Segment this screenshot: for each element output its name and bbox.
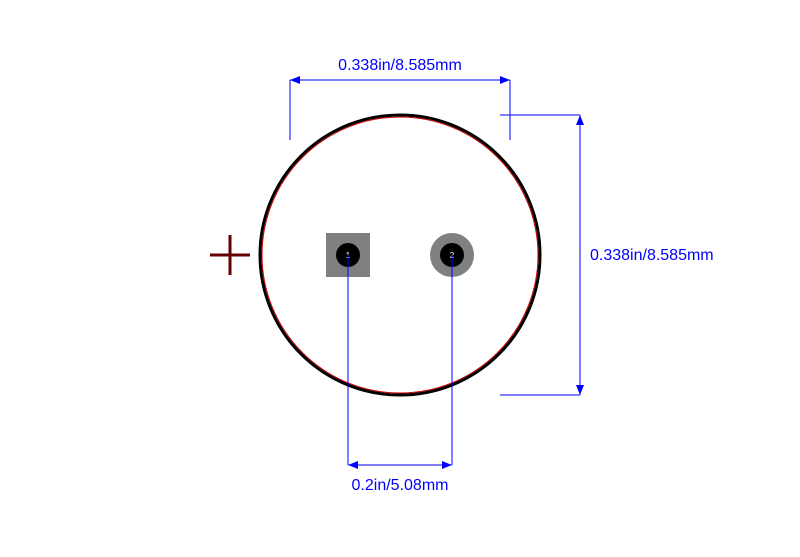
dimension-height-right: 0.338in/8.585mm — [500, 115, 714, 395]
polarity-plus-icon — [210, 235, 250, 275]
dimension-height-right-label: 0.338in/8.585mm — [590, 247, 714, 264]
footprint-drawing: 1 2 0.338in/8.585mm 0.338in/8.585mm 0.2i… — [0, 0, 800, 557]
component-outline — [260, 115, 540, 395]
dimension-width-top: 0.338in/8.585mm — [290, 57, 510, 140]
dimension-pitch-bottom: 0.2in/5.08mm — [348, 255, 452, 494]
dimension-width-top-label: 0.338in/8.585mm — [338, 57, 462, 74]
component-outline-inner — [262, 117, 538, 393]
dimension-pitch-bottom-label: 0.2in/5.08mm — [352, 477, 449, 494]
